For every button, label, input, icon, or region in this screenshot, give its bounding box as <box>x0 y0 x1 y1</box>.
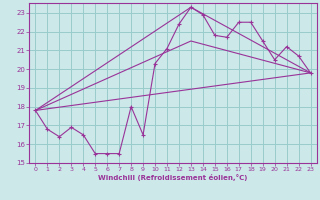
X-axis label: Windchill (Refroidissement éolien,°C): Windchill (Refroidissement éolien,°C) <box>98 174 248 181</box>
